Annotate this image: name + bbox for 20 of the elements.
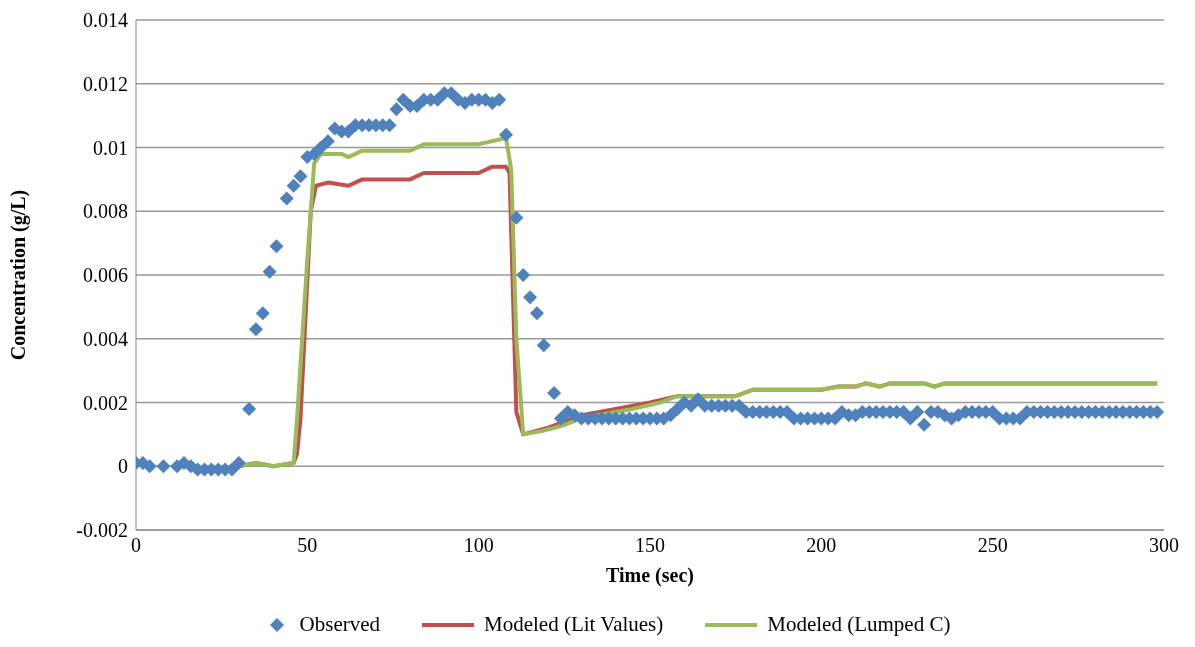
y-tick-label: 0.014 xyxy=(83,9,128,32)
x-tick-label: 150 xyxy=(635,534,665,557)
y-tick-label: 0.008 xyxy=(83,200,128,223)
y-tick-label: 0.004 xyxy=(83,327,128,350)
legend-label: Observed xyxy=(299,612,381,637)
x-tick-label: 250 xyxy=(977,534,1008,557)
legend-label: Modeled (Lumped C) xyxy=(767,612,951,637)
legend-label: Modeled (Lit Values) xyxy=(484,612,664,637)
y-tick-label: 0.002 xyxy=(83,391,128,414)
x-tick-label: 100 xyxy=(463,534,494,557)
x-tick-label: 300 xyxy=(1149,534,1179,557)
y-axis-title: Concentration (g/L) xyxy=(7,189,31,361)
y-tick-label: 0 xyxy=(118,455,128,478)
y-tick-label: 0.012 xyxy=(83,72,128,95)
y-tick-label: -0.002 xyxy=(76,519,128,542)
x-tick-label: 50 xyxy=(297,534,318,557)
y-tick-label: 0.01 xyxy=(93,136,128,159)
y-tick-label: 0.006 xyxy=(83,264,128,287)
x-axis-title: Time (sec) xyxy=(606,564,694,587)
x-tick-label: 200 xyxy=(806,534,837,557)
